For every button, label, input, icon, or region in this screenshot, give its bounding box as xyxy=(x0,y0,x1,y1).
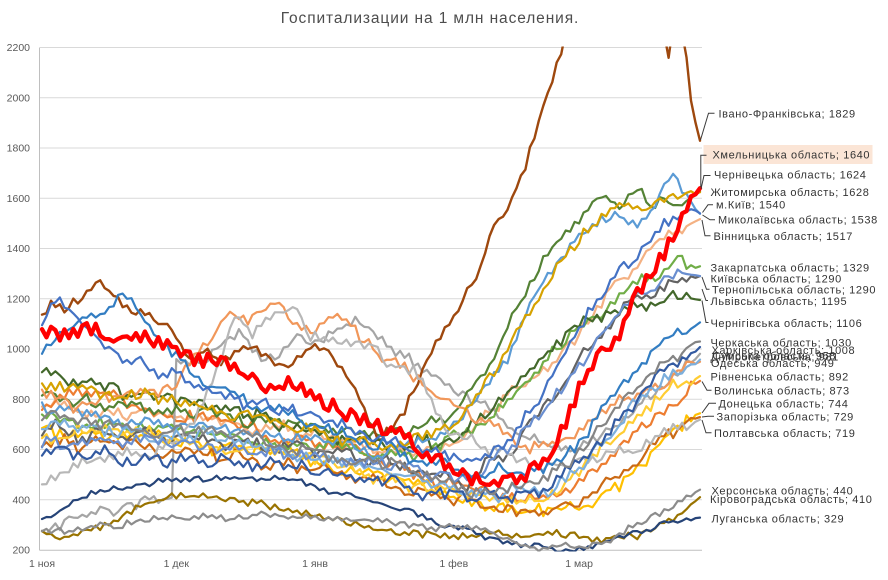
svg-text:1 фев: 1 фев xyxy=(439,558,468,570)
svg-text:Луганська область; 329: Луганська область; 329 xyxy=(712,514,845,526)
svg-text:200: 200 xyxy=(12,545,30,557)
svg-text:600: 600 xyxy=(12,444,30,456)
svg-text:800: 800 xyxy=(12,394,30,406)
svg-text:1800: 1800 xyxy=(7,143,31,155)
svg-text:Полтавська область; 719: Полтавська область; 719 xyxy=(714,428,855,440)
svg-text:Хмельницька область; 1640: Хмельницька область; 1640 xyxy=(713,150,871,162)
svg-text:Харківська область; 1008: Харківська область; 1008 xyxy=(712,345,856,357)
svg-text:2000: 2000 xyxy=(7,92,31,104)
svg-text:Тернопільська область; 1290: Тернопільська область; 1290 xyxy=(712,285,876,297)
svg-text:1200: 1200 xyxy=(7,293,31,305)
svg-text:Госпитализации на 1 млн населе: Госпитализации на 1 млн населения. xyxy=(281,10,579,27)
svg-text:Чернівецька область; 1624: Чернівецька область; 1624 xyxy=(714,170,867,182)
svg-text:Черкаська область; 1030: Черкаська область; 1030 xyxy=(711,338,852,350)
svg-text:Івано-Франківська; 1829: Івано-Франківська; 1829 xyxy=(719,109,856,121)
svg-text:Волинська область; 873: Волинська область; 873 xyxy=(714,386,850,398)
svg-text:1 ноя: 1 ноя xyxy=(29,558,55,570)
svg-text:400: 400 xyxy=(12,494,30,506)
svg-text:Закарпатська область; 1329: Закарпатська область; 1329 xyxy=(711,263,870,275)
svg-text:Сумська область; 958: Сумська область; 958 xyxy=(713,351,837,363)
svg-text:м.Київ; 1540: м.Київ; 1540 xyxy=(716,200,786,212)
svg-text:Миколаївська область; 1538: Миколаївська область; 1538 xyxy=(718,215,878,227)
svg-text:1400: 1400 xyxy=(7,243,31,255)
svg-text:2200: 2200 xyxy=(7,42,31,54)
svg-text:Запорізька область; 729: Запорізька область; 729 xyxy=(717,412,854,424)
svg-text:Херсонська область; 440: Херсонська область; 440 xyxy=(712,486,854,498)
svg-text:Кіровоградська область; 410: Кіровоградська область; 410 xyxy=(710,494,872,506)
svg-text:Київська область; 1290: Київська область; 1290 xyxy=(711,274,842,286)
svg-text:Рівненська область; 892: Рівненська область; 892 xyxy=(711,372,849,384)
svg-text:1 дек: 1 дек xyxy=(164,558,190,570)
svg-text:Донецька область; 744: Донецька область; 744 xyxy=(719,399,849,411)
svg-text:1 янв: 1 янв xyxy=(302,558,328,570)
svg-text:Львівська область; 1195: Львівська область; 1195 xyxy=(711,296,848,308)
svg-text:1000: 1000 xyxy=(7,344,31,356)
svg-text:Одеська область; 949: Одеська область; 949 xyxy=(711,358,835,370)
svg-text:Дніпропетровська; 981: Дніпропетровська; 981 xyxy=(711,352,839,364)
svg-text:1 мар: 1 мар xyxy=(565,558,593,570)
svg-text:1600: 1600 xyxy=(7,193,31,205)
svg-text:Чернігівська область; 1106: Чернігівська область; 1106 xyxy=(711,318,863,330)
svg-text:Вінницька область; 1517: Вінницька область; 1517 xyxy=(714,231,853,243)
svg-text:Житомирська область; 1628: Житомирська область; 1628 xyxy=(711,187,870,199)
